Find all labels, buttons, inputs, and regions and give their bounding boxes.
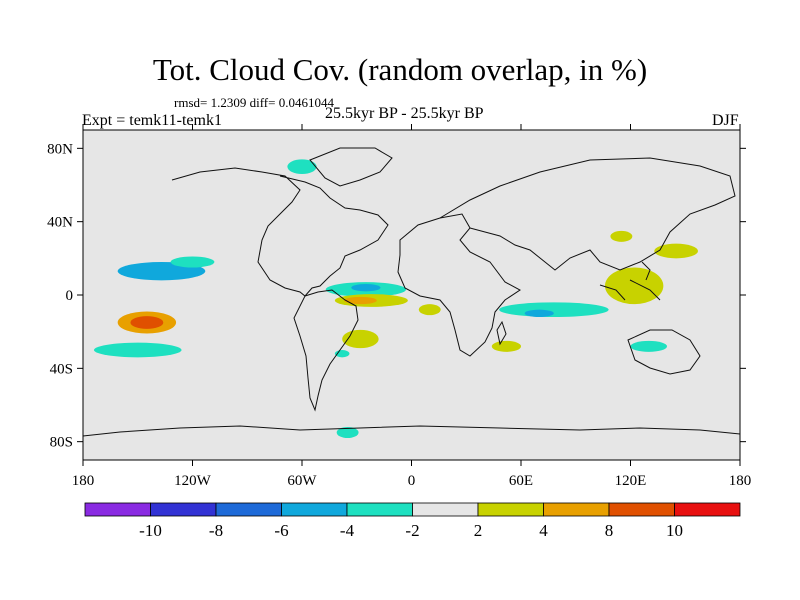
x-tick-label-5: 120E	[615, 473, 647, 489]
anomaly-region-13	[524, 309, 554, 318]
colorbar-bin-9	[674, 502, 741, 517]
anomaly-region-7	[351, 284, 381, 292]
y-tick-label-2: 0	[66, 288, 74, 304]
colorbar-label-2: -6	[274, 521, 288, 540]
experiment-label: Expt = temk11-temk1	[82, 112, 222, 129]
anomaly-region-15	[418, 304, 441, 316]
colorbar-bin-1	[150, 502, 217, 517]
colorbar-label-5: 2	[474, 521, 483, 540]
anomaly-region-5	[93, 342, 182, 358]
chart-title: Tot. Cloud Cov. (random overlap, in %)	[152, 52, 648, 87]
anomaly-region-19	[287, 159, 317, 175]
anomaly-region-16	[604, 267, 664, 305]
anomaly-region-4	[130, 316, 164, 329]
period-label: 25.5kyr BP - 25.5kyr BP	[325, 105, 484, 122]
colorbar-label-3: -4	[340, 521, 355, 540]
x-tick-label-3: 0	[408, 473, 416, 489]
colorbar-label-0: -10	[139, 521, 162, 540]
anomaly-region-12	[499, 302, 609, 317]
anomaly-region-20	[336, 427, 359, 438]
colorbar-label-6: 4	[539, 521, 548, 540]
season-label: DJF	[712, 112, 739, 129]
stats-label: rmsd= 1.2309 diff= 0.0461044	[174, 95, 334, 110]
anomaly-region-9	[343, 296, 377, 305]
coastlines	[83, 147, 740, 437]
anomaly-region-21	[610, 230, 633, 242]
anomaly-region-1	[141, 264, 178, 274]
colorbar-label-1: -8	[209, 521, 223, 540]
colorbar-bin-7	[543, 502, 610, 517]
y-tick-label-1: 40N	[47, 215, 73, 231]
colorbar-bin-4	[346, 502, 413, 517]
anomaly-region-2	[170, 256, 215, 268]
y-tick-label-3: 40S	[50, 361, 73, 377]
colorbar-bin-2	[215, 502, 282, 517]
x-tick-label-4: 60E	[509, 473, 533, 489]
colorbar-bin-0	[84, 502, 151, 517]
colorbar-label-4: -2	[405, 521, 419, 540]
x-tick-label-2: 60W	[287, 473, 317, 489]
colorbar-bin-6	[477, 502, 544, 517]
y-tick-label-0: 80N	[47, 141, 73, 157]
x-tick-label-0: 180	[72, 473, 95, 489]
y-tick-label-4: 80S	[50, 435, 73, 451]
anomaly-region-14	[491, 340, 521, 352]
colorbar-bin-8	[608, 502, 675, 517]
x-tick-label-1: 120W	[174, 473, 212, 489]
anomaly-region-17	[654, 243, 699, 259]
colorbar-label-8: 10	[666, 521, 683, 540]
anomaly-region-18	[630, 340, 667, 352]
x-tick-label-6: 180	[729, 473, 752, 489]
colorbar-bin-3	[281, 502, 348, 517]
colorbar-bin-5	[412, 502, 479, 517]
colorbar-label-7: 8	[605, 521, 614, 540]
